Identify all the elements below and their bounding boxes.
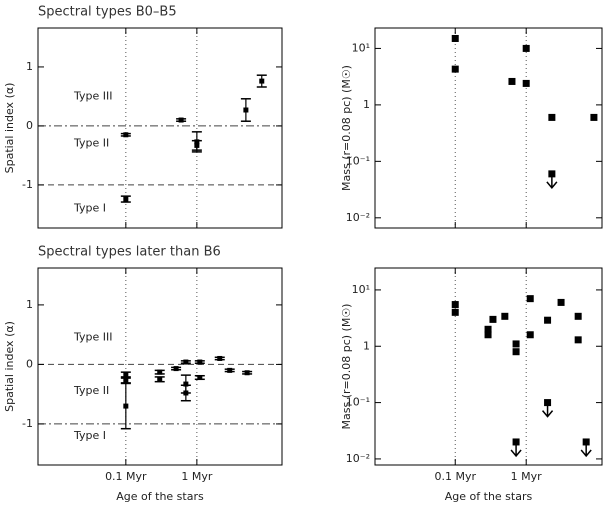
data-point <box>157 376 163 382</box>
y-tick-label: 10⁻² <box>346 211 370 224</box>
data-point <box>194 142 200 148</box>
upper-limit-arrow <box>510 444 522 458</box>
plot-frame <box>374 267 603 466</box>
data-point <box>197 375 203 381</box>
annotation: Type II <box>73 137 109 150</box>
upper-limit-arrow <box>541 405 554 418</box>
x-axis-label: Age of the stars <box>445 490 533 503</box>
data-point <box>484 331 492 339</box>
annotation: Type I <box>73 202 106 215</box>
data-point <box>557 298 565 306</box>
data-point <box>548 170 556 178</box>
data-point <box>574 336 582 344</box>
data-point <box>484 325 492 333</box>
data-point <box>217 355 223 361</box>
y-tick-label: 1 <box>26 298 33 311</box>
y-tick-label: 0 <box>26 119 33 132</box>
data-point <box>451 308 459 316</box>
y-axis-label: Mass (r=0.08 pc) (M☉) <box>340 304 353 430</box>
data-point <box>522 79 530 87</box>
data-point <box>244 370 250 376</box>
panel-title: Spectral types later than B6 <box>38 245 221 260</box>
data-point <box>512 438 520 446</box>
data-point <box>590 113 598 121</box>
y-tick-label: -1 <box>22 178 33 191</box>
annotation: Type II <box>73 384 109 397</box>
data-point <box>451 34 459 42</box>
annotation: Type I <box>73 429 106 442</box>
data-point <box>582 438 590 446</box>
data-point <box>512 348 520 356</box>
y-tick-label: 10⁻² <box>346 452 370 465</box>
data-point <box>526 331 534 339</box>
upper-limit-arrow <box>580 444 592 458</box>
plot-frame <box>374 27 603 229</box>
y-axis-label: Spatial index (α) <box>3 83 16 174</box>
y-tick-label: 10⁻¹ <box>346 396 370 409</box>
data-point <box>173 366 179 372</box>
data-point <box>512 340 520 348</box>
data-point <box>197 359 203 365</box>
data-point <box>451 65 459 73</box>
y-tick-label: 10¹ <box>352 283 370 296</box>
y-tick-label: 10¹ <box>352 41 370 54</box>
y-tick-label: 10⁻¹ <box>346 154 370 167</box>
data-point <box>501 312 509 320</box>
data-point <box>526 295 534 303</box>
y-tick-label: -1 <box>22 417 33 430</box>
y-tick-label: 1 <box>363 339 370 352</box>
annotation: Type III <box>73 89 113 102</box>
data-point <box>544 316 552 324</box>
data-point <box>574 312 582 320</box>
x-axis-label: Age of the stars <box>116 490 204 503</box>
data-point <box>451 301 459 309</box>
data-point <box>548 113 556 121</box>
data-point <box>157 369 163 375</box>
data-point <box>183 381 189 387</box>
data-point <box>489 315 497 323</box>
y-tick-label: 1 <box>363 98 370 111</box>
data-point <box>259 78 265 84</box>
plot-frame <box>37 27 283 229</box>
data-point <box>227 367 233 373</box>
panel-title: Spectral types B0–B5 <box>38 5 177 20</box>
data-point <box>522 44 530 52</box>
data-point <box>123 132 129 138</box>
data-point <box>183 390 189 396</box>
y-tick-label: 0 <box>26 357 33 370</box>
plot-frame <box>37 267 283 466</box>
data-point <box>123 377 129 383</box>
upper-limit-arrow <box>546 176 558 190</box>
y-tick-label: 1 <box>26 60 33 73</box>
data-point <box>123 196 129 202</box>
annotation: Type III <box>73 331 113 344</box>
x-tick-label: 1 Myr <box>181 470 212 483</box>
y-axis-label: Mass (r=0.08 pc) (M☉) <box>340 65 353 191</box>
data-point <box>178 117 184 123</box>
x-tick-label: 1 Myr <box>511 470 542 483</box>
data-point <box>123 403 129 409</box>
y-axis-label: Spatial index (α) <box>3 321 16 412</box>
x-tick-label: 0.1 Myr <box>105 470 147 483</box>
x-tick-label: 0.1 Myr <box>434 470 476 483</box>
data-point <box>183 359 189 365</box>
data-point <box>123 372 129 378</box>
data-point <box>544 399 552 407</box>
data-point <box>243 107 249 113</box>
data-point <box>508 77 516 85</box>
